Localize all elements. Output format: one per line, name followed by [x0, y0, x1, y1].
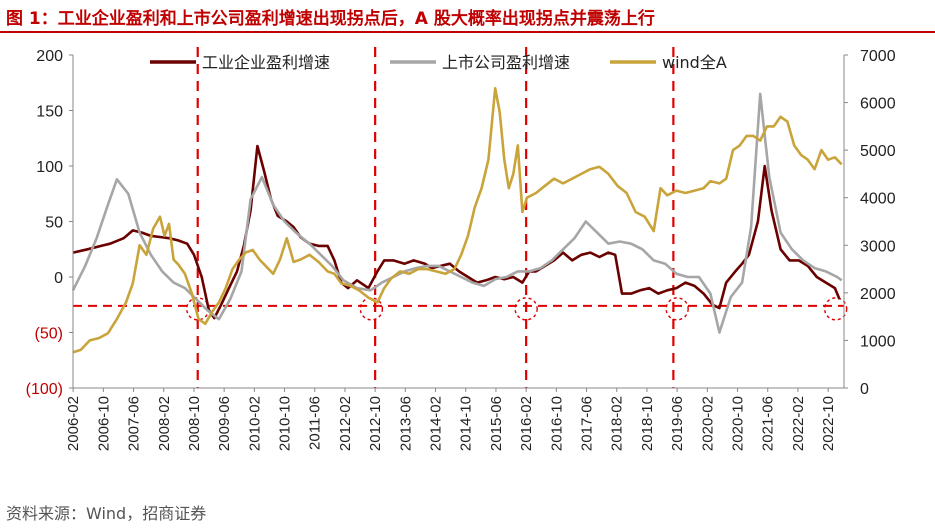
turning-point-circle: [514, 297, 538, 321]
x-tick-label: 2012-02: [337, 396, 354, 451]
x-tick-label: 2010-10: [277, 396, 294, 451]
x-tick-label: 2009-06: [216, 396, 233, 451]
right-tick-label: 0: [860, 381, 869, 398]
series-wind-all-a-line: [72, 87, 843, 354]
right-tick-label: 7000: [860, 48, 896, 65]
left-tick-label: (50): [35, 326, 63, 343]
series-lines: [71, 87, 843, 354]
x-tick-label: 2006-10: [95, 396, 112, 451]
chart-title: 图 1：工业企业盈利和上市公司盈利增速出现拐点后，A 股大概率出现拐点并震荡上行: [6, 9, 655, 29]
x-tick-label: 2019-06: [669, 396, 686, 451]
x-tick-label: 2022-02: [790, 396, 807, 451]
right-tick-label: 2000: [860, 286, 896, 303]
x-tick-label: 2016-10: [548, 396, 565, 451]
left-tick-label: (100): [26, 381, 63, 398]
legend: 工业企业盈利增速 上市公司盈利增速 wind全A: [150, 53, 727, 72]
series-industrial-profit-line: [72, 144, 841, 320]
right-tick-label: 4000: [860, 191, 896, 208]
legend-label: 工业企业盈利增速: [202, 53, 330, 72]
turning-point-circle: [665, 297, 689, 321]
reference-lines: [73, 47, 848, 388]
left-tick-label: 0: [54, 270, 63, 287]
x-tick-label: 2007-06: [126, 396, 143, 451]
x-tick-label: 2008-02: [156, 396, 173, 451]
legend-label: wind全A: [662, 53, 727, 72]
x-tick-label: 2020-10: [730, 396, 747, 451]
x-tick-label: 2018-10: [639, 396, 656, 451]
x-tick-label: 2011-06: [307, 396, 324, 450]
x-tick-label: 2014-10: [458, 396, 475, 451]
left-tick-label: 150: [36, 104, 63, 121]
left-tick-label: 50: [45, 215, 63, 232]
axes: 200 150 100 50 0 (50) (100) 7000 6000 5000 4000 300…: [26, 48, 896, 451]
turning-point-circle: [359, 297, 384, 321]
x-tick-label: 2015-06: [488, 396, 505, 451]
x-tick-label: 2010-02: [246, 396, 263, 451]
x-tick-label: 2017-06: [579, 396, 596, 451]
x-tick-label: 2013-06: [397, 396, 414, 451]
turning-point-circle: [823, 297, 848, 321]
x-tick-label: 2018-02: [609, 396, 626, 451]
x-tick-label: 2012-10: [367, 396, 384, 451]
x-tick-label: 2021-06: [760, 396, 777, 451]
left-tick-label: 100: [36, 159, 63, 176]
source-note: 资料来源：Wind，招商证券: [6, 504, 207, 523]
title-rule: [0, 31, 935, 33]
left-tick-label: 200: [36, 48, 63, 65]
x-tick-label: 2016-02: [518, 396, 535, 451]
x-tick-label: 2008-10: [186, 396, 203, 451]
x-tick-label: 2022-10: [820, 396, 837, 451]
x-tick-label: 2014-02: [428, 396, 445, 451]
series-listed-profit-line: [71, 92, 843, 334]
right-tick-label: 6000: [860, 96, 896, 113]
right-tick-label: 1000: [860, 333, 896, 350]
legend-label: 上市公司盈利增速: [442, 53, 570, 72]
x-tick-label: 2006-02: [65, 396, 82, 451]
right-tick-label: 3000: [860, 238, 896, 255]
right-tick-label: 5000: [860, 143, 896, 160]
x-tick-label: 2020-02: [699, 396, 716, 451]
